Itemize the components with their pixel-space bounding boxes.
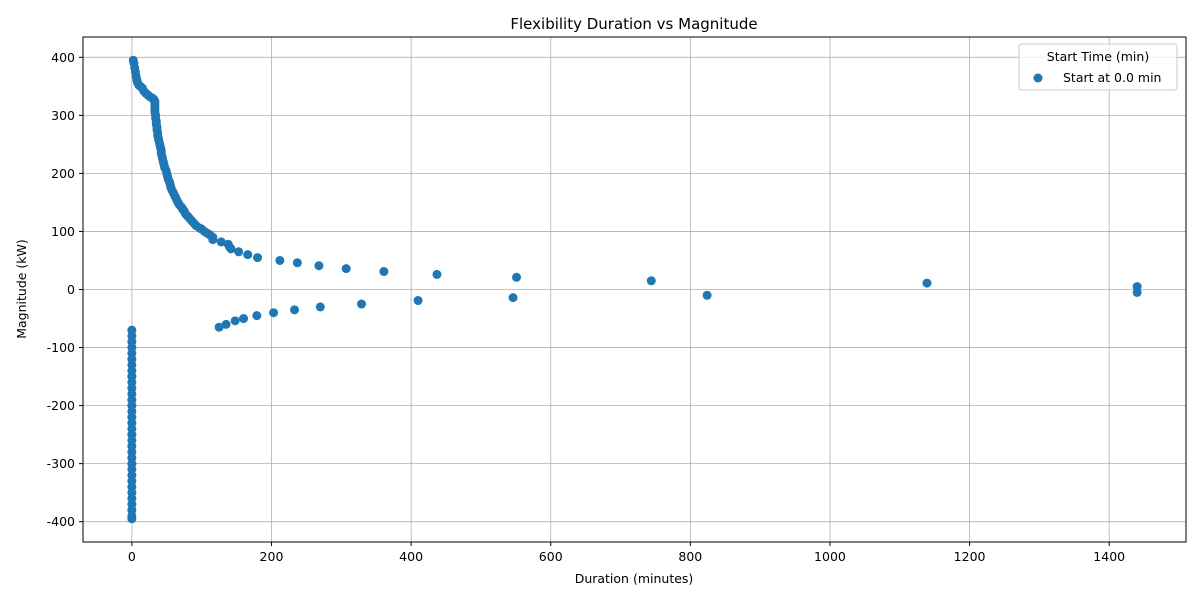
y-tick-label: 400 [51, 50, 75, 65]
data-point [646, 276, 656, 286]
legend-series-label: Start at 0.0 min [1063, 70, 1161, 85]
y-tick-label: 0 [67, 282, 75, 297]
y-tick-label: -200 [47, 398, 75, 413]
data-point [357, 299, 367, 309]
data-point [127, 514, 137, 524]
data-point [413, 296, 423, 306]
y-axis-label: Magnitude (kW) [14, 239, 29, 339]
data-point [214, 322, 224, 332]
x-axis-ticks: 0 200 400 600 800 1000 1200 1400 [128, 542, 1125, 564]
data-point [432, 269, 442, 279]
y-tick-label: -300 [47, 456, 75, 471]
data-point [275, 255, 285, 265]
data-point [230, 316, 240, 326]
y-tick-label: -400 [47, 514, 75, 529]
x-tick-label: 0 [128, 549, 136, 564]
legend-box [1018, 43, 1178, 91]
data-point [922, 278, 932, 288]
data-point [702, 290, 712, 300]
data-point [1132, 287, 1142, 297]
data-point [341, 264, 351, 274]
data-points [127, 55, 1142, 524]
x-tick-label: 400 [399, 549, 423, 564]
data-point [243, 250, 253, 260]
data-point [221, 319, 231, 329]
y-tick-label: -100 [47, 340, 75, 355]
x-tick-label: 1200 [954, 549, 986, 564]
legend: Start Time (min) Start at 0.0 min [1018, 43, 1178, 91]
data-point [208, 235, 218, 245]
x-tick-label: 600 [539, 549, 563, 564]
y-tick-label: 300 [51, 108, 75, 123]
legend-title: Start Time (min) [1047, 49, 1149, 64]
data-point [234, 247, 244, 257]
x-tick-label: 200 [260, 549, 284, 564]
data-point [269, 308, 279, 318]
x-tick-label: 1400 [1093, 549, 1125, 564]
data-point [314, 261, 324, 271]
data-point [379, 267, 389, 277]
data-point [315, 302, 325, 312]
legend-marker [1033, 73, 1043, 83]
x-tick-label: 800 [678, 549, 702, 564]
data-point [239, 314, 249, 324]
data-point [253, 253, 263, 263]
data-point [252, 311, 262, 321]
y-tick-label: 100 [51, 224, 75, 239]
y-tick-label: 200 [51, 166, 75, 181]
data-point [290, 305, 300, 315]
data-point [512, 272, 522, 282]
y-axis-ticks: -400 -300 -200 -100 0 100 200 300 400 [47, 50, 83, 529]
grid-lines [83, 37, 1186, 542]
x-tick-label: 1000 [814, 549, 846, 564]
data-point [216, 237, 226, 247]
chart-title: Flexibility Duration vs Magnitude [510, 15, 757, 33]
data-point [508, 293, 518, 303]
data-point [226, 244, 236, 254]
data-point [292, 258, 302, 268]
x-axis-label: Duration (minutes) [575, 571, 694, 586]
